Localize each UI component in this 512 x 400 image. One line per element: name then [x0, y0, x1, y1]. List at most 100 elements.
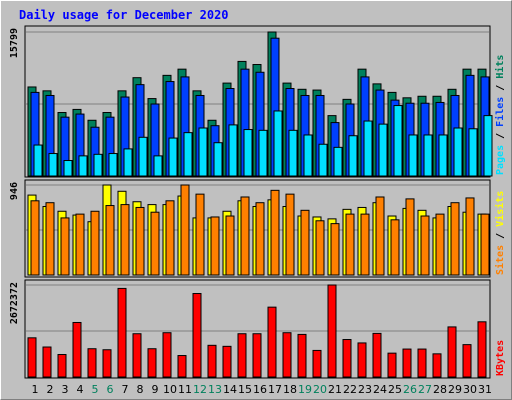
- bar-pages-day-18: [288, 129, 298, 177]
- bar-pages-day-3: [63, 160, 73, 177]
- bar-pages-day-25: [393, 105, 403, 177]
- x-tick-label-day-13: 13: [208, 383, 222, 396]
- bar-sites-day-3: [60, 217, 70, 276]
- x-tick-label-day-12: 12: [193, 383, 207, 396]
- x-tick-label-day-10: 10: [163, 383, 177, 396]
- bar-sites-day-11: [180, 184, 190, 276]
- bar-kbytes-day-28: [432, 353, 442, 378]
- bar-sites-day-5: [90, 210, 100, 276]
- bar-pages-day-2: [48, 153, 58, 177]
- legend-separator: /: [495, 79, 506, 97]
- bar-kbytes-day-23: [357, 342, 367, 378]
- x-tick-label-day-23: 23: [358, 383, 372, 396]
- bar-kbytes-day-27: [417, 348, 427, 378]
- bar-sites-day-19: [300, 209, 310, 276]
- bar-sites-day-20: [315, 220, 325, 276]
- x-tick-label-day-25: 25: [388, 383, 402, 396]
- bar-sites-day-14: [225, 215, 235, 276]
- x-tick-label-day-4: 4: [77, 383, 84, 396]
- bar-pages-day-16: [258, 129, 268, 177]
- bar-kbytes-day-13: [207, 344, 217, 378]
- legend-pages: Pages: [495, 145, 506, 175]
- bar-sites-day-13: [210, 216, 220, 276]
- bar-kbytes-day-1: [27, 337, 37, 378]
- bar-sites-day-23: [360, 213, 370, 276]
- bar-sites-day-21: [330, 223, 340, 276]
- panel-2-series-labels: Sites / Visits: [494, 191, 506, 275]
- bar-pages-day-29: [453, 127, 463, 177]
- panel-3-series-labels: KBytes: [495, 340, 506, 376]
- bar-kbytes-day-24: [372, 332, 382, 378]
- legend-visits: Visits: [494, 191, 506, 227]
- x-tick-label-day-28: 28: [433, 383, 447, 396]
- bar-pages-day-11: [183, 132, 193, 177]
- bar-pages-day-8: [138, 136, 148, 177]
- legend-files: Files: [494, 97, 506, 127]
- x-tick-label-day-20: 20: [313, 383, 327, 396]
- bar-pages-day-6: [108, 153, 118, 177]
- bar-kbytes-day-31: [477, 321, 487, 378]
- x-tick-label-day-3: 3: [62, 383, 69, 396]
- bar-kbytes-day-16: [252, 333, 262, 378]
- x-tick-label-day-8: 8: [137, 383, 144, 396]
- bar-kbytes-day-6: [102, 349, 112, 378]
- bar-pages-day-14: [228, 124, 238, 177]
- bar-kbytes-day-25: [387, 352, 397, 378]
- x-tick-label-day-2: 2: [47, 383, 54, 396]
- bar-sites-day-30: [465, 197, 475, 276]
- panel-3-frame: [24, 279, 491, 379]
- bar-sites-day-6: [105, 205, 115, 276]
- bar-kbytes-day-10: [162, 332, 172, 378]
- x-tick-label-day-30: 30: [463, 383, 477, 396]
- x-tick-label-day-22: 22: [343, 383, 357, 396]
- bar-kbytes-day-18: [282, 332, 292, 378]
- panel-2-max-label: 946: [9, 182, 20, 200]
- bar-kbytes-day-22: [342, 339, 352, 378]
- bar-sites-day-26: [405, 198, 415, 276]
- bar-sites-day-18: [285, 193, 295, 276]
- x-tick-label-day-1: 1: [32, 383, 39, 396]
- bar-sites-day-9: [150, 211, 160, 276]
- bar-kbytes-day-5: [87, 348, 97, 378]
- bar-sites-day-28: [435, 213, 445, 276]
- x-tick-label-day-26: 26: [403, 383, 417, 396]
- bar-sites-day-16: [255, 202, 265, 276]
- bar-kbytes-day-15: [237, 333, 247, 378]
- chart-title: Daily usage for December 2020: [19, 8, 229, 22]
- x-tick-label-day-29: 29: [448, 383, 462, 396]
- legend-hits: Hits: [494, 55, 506, 79]
- x-tick-label-day-27: 27: [418, 383, 432, 396]
- bar-sites-day-17: [270, 189, 280, 276]
- bar-pages-day-9: [153, 155, 163, 177]
- bar-sites-day-22: [345, 213, 355, 276]
- x-tick-label-day-21: 21: [328, 383, 342, 396]
- bar-pages-day-13: [213, 142, 223, 177]
- bar-pages-day-24: [378, 123, 388, 177]
- bar-sites-day-31: [480, 213, 490, 276]
- bar-kbytes-day-17: [267, 306, 277, 378]
- x-tick-label-day-9: 9: [152, 383, 159, 396]
- x-tick-label-day-7: 7: [122, 383, 129, 396]
- bar-kbytes-day-29: [447, 326, 457, 378]
- legend-separator: /: [495, 227, 506, 245]
- x-tick-label-day-24: 24: [373, 383, 387, 396]
- bar-kbytes-day-7: [117, 287, 127, 378]
- bar-kbytes-day-9: [147, 348, 157, 378]
- bar-pages-day-22: [348, 135, 358, 177]
- x-tick-label-day-17: 17: [268, 383, 282, 396]
- bar-sites-day-15: [240, 196, 250, 276]
- bar-pages-day-26: [408, 134, 418, 177]
- bar-sites-day-8: [135, 206, 145, 276]
- bar-kbytes-day-30: [462, 344, 472, 378]
- x-tick-label-day-14: 14: [223, 383, 237, 396]
- bar-kbytes-day-21: [327, 284, 337, 378]
- x-tick-label-day-19: 19: [298, 383, 312, 396]
- bar-sites-day-1: [30, 200, 40, 276]
- bar-kbytes-day-12: [192, 293, 202, 378]
- bar-kbytes-day-14: [222, 345, 232, 378]
- bar-kbytes-day-8: [132, 333, 142, 378]
- bar-pages-day-23: [363, 120, 373, 177]
- panel-1-max-label: 15799: [9, 28, 20, 58]
- bar-kbytes-day-26: [402, 348, 412, 378]
- bar-sites-day-2: [45, 202, 55, 276]
